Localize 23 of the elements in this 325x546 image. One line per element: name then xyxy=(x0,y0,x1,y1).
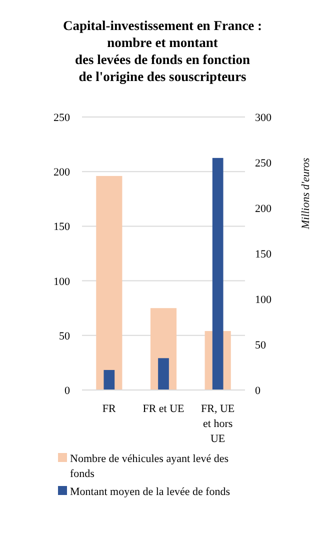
x-tick-label: FR, UE et hors UE xyxy=(201,403,235,445)
y2-tick-label: 50 xyxy=(255,340,266,352)
y2-tick-label: 300 xyxy=(255,112,272,124)
y2-tick-label: 150 xyxy=(255,248,272,260)
y2-tick-label: 100 xyxy=(255,294,272,306)
bar xyxy=(96,176,122,390)
legend-label: Montant moyen de la levée de fonds xyxy=(70,486,230,498)
y-tick-label: 200 xyxy=(54,166,70,179)
x-tick-label: FR xyxy=(102,403,117,415)
y2-tick-label: 250 xyxy=(255,158,272,170)
bar xyxy=(104,370,115,390)
y2-tick-label: 200 xyxy=(255,203,272,215)
y-tick-label: 0 xyxy=(64,385,70,397)
y-tick-label: 250 xyxy=(54,112,70,124)
bar xyxy=(158,358,169,390)
y-tick-label: 150 xyxy=(54,221,70,234)
y2-tick-label: 0 xyxy=(255,385,261,397)
y-tick-label: 100 xyxy=(54,276,70,288)
x-tick-label: FR et UE xyxy=(142,403,185,415)
y2-axis-title: Millions d'euros xyxy=(300,158,312,230)
chart-title: Capital-investissement en France : nombre et montant des levées de fonds en fonction de l'origine des souscripteurs xyxy=(62,18,262,84)
y-tick-label: 50 xyxy=(59,330,70,342)
legend-label: Nombre de véhicules ayant levé des fonds xyxy=(70,453,229,480)
